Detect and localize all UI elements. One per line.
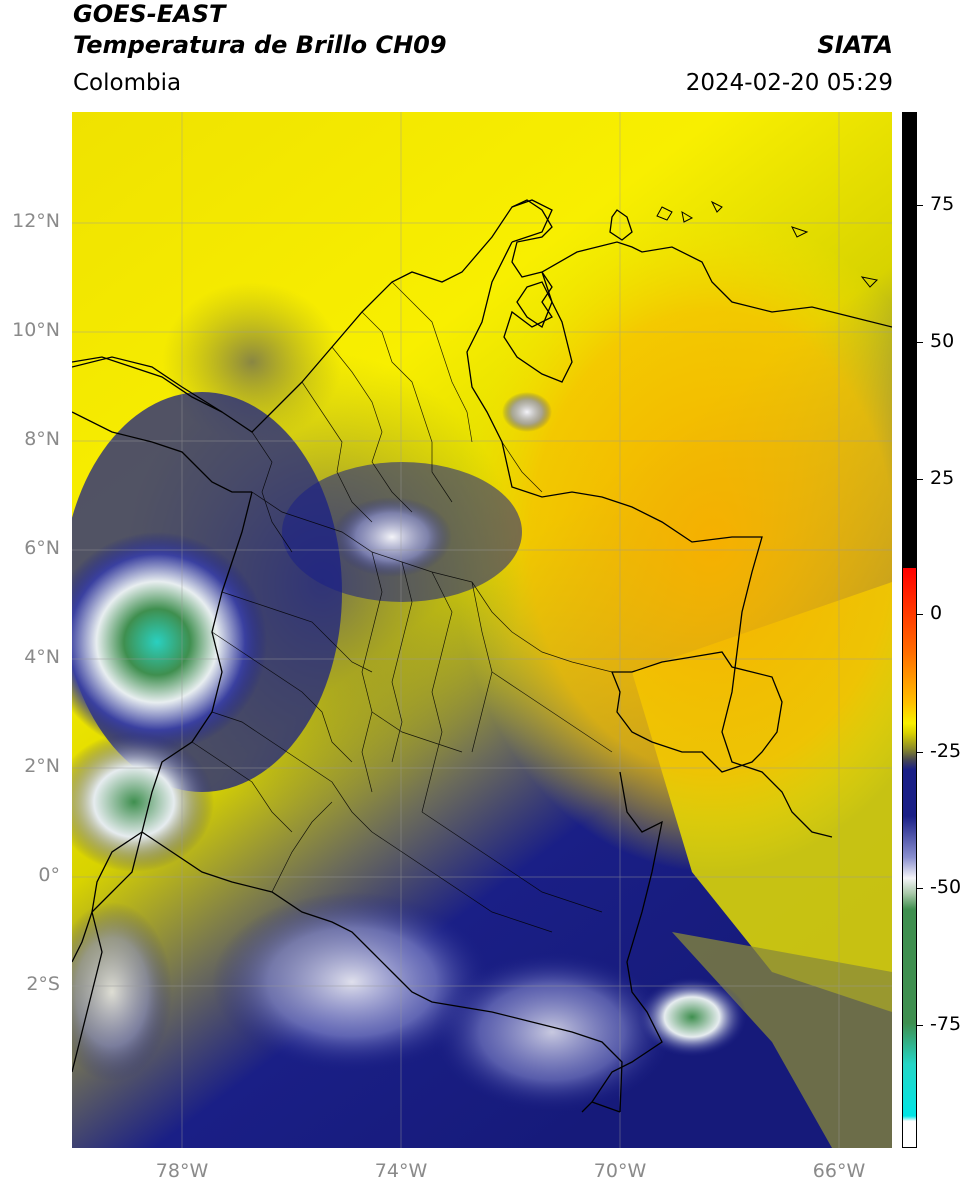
temperature-colorbar xyxy=(902,112,917,1148)
satellite-title: GOES-EAST xyxy=(73,0,226,28)
brand-label: SIATA xyxy=(817,31,893,59)
colorbar-tick xyxy=(917,1025,923,1026)
lon-label-66w: 66°W xyxy=(812,1160,866,1182)
colorbar-tick xyxy=(917,614,923,615)
lat-label-12n: 12°N xyxy=(12,210,60,232)
satellite-map xyxy=(72,112,892,1148)
caribbean-islands xyxy=(656,200,879,288)
colorbar-label-75: 75 xyxy=(930,193,955,215)
storm-core-3 xyxy=(332,497,452,577)
colorbar-label-50: 50 xyxy=(930,330,955,352)
colorbar-label-minus25: -25 xyxy=(930,740,962,762)
lat-label-2s: 2°S xyxy=(26,973,60,995)
colorbar-tick xyxy=(917,752,923,753)
colorbar-tick xyxy=(917,342,923,343)
lon-label-70w: 70°W xyxy=(593,1160,647,1182)
amazon-cells-2 xyxy=(432,952,672,1112)
region-label: Colombia xyxy=(73,70,182,96)
colorbar-label-25: 25 xyxy=(930,467,955,489)
datetime-label: 2024-02-20 05:29 xyxy=(685,70,893,96)
storm-core-5 xyxy=(637,977,747,1057)
colorbar-label-0: 0 xyxy=(930,602,943,624)
map-canvas xyxy=(72,112,892,1148)
lat-label-0: 0° xyxy=(38,864,60,886)
storm-core-1 xyxy=(72,532,267,752)
colorbar-tick xyxy=(917,205,923,206)
product-title: Temperatura de Brillo CH09 xyxy=(73,31,447,59)
storm-core-4 xyxy=(502,392,552,432)
storm-core-2 xyxy=(72,732,214,872)
lat-label-4n: 4°N xyxy=(24,646,60,668)
lat-label-6n: 6°N xyxy=(24,537,60,559)
lat-label-10n: 10°N xyxy=(12,319,60,341)
warm-zone xyxy=(452,212,892,872)
colorbar-tick xyxy=(917,479,923,480)
pacific-cells xyxy=(72,902,172,1082)
graticule xyxy=(72,112,892,1148)
colorbar-tick xyxy=(917,888,923,889)
lat-label-2n: 2°N xyxy=(24,755,60,777)
lon-label-78w: 78°W xyxy=(155,1160,209,1182)
lat-label-8n: 8°N xyxy=(24,428,60,450)
colorbar-label-minus50: -50 xyxy=(930,876,962,898)
amazon-cells-1 xyxy=(212,892,492,1072)
department-borders xyxy=(191,281,613,933)
lon-label-74w: 74°W xyxy=(374,1160,428,1182)
country-borders xyxy=(72,199,892,1113)
colorbar-label-minus75: -75 xyxy=(930,1013,962,1035)
